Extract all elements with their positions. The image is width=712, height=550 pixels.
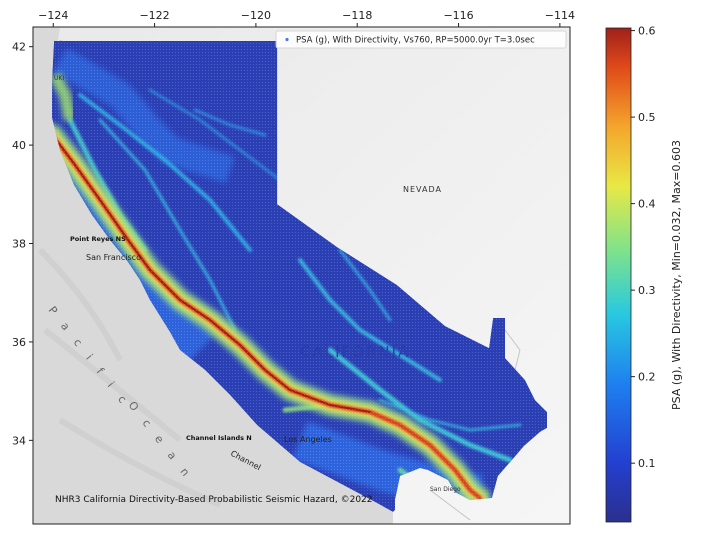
colorbar-tick-label: 0.4	[638, 198, 656, 211]
map-legend: PSA (g), With Directivity, Vs760, RP=500…	[275, 30, 567, 49]
x-tick-label: −118	[342, 9, 372, 22]
colorbar-gradient	[605, 27, 632, 523]
place-point-reyes: Point Reyes NS	[70, 235, 126, 243]
map-credit: NHR3 California Directivity-Based Probab…	[55, 495, 373, 505]
place-san-francisco: San Francisco	[86, 253, 141, 262]
ocean-relief	[37, 247, 222, 508]
y-tick-label: 34	[12, 434, 26, 447]
map-frame	[32, 26, 571, 525]
place-san-diego: San Diego	[430, 486, 461, 493]
x-tick-label: −116	[443, 9, 473, 22]
colorbar-tick-label: 0.2	[638, 371, 656, 384]
x-tick-label: −122	[139, 9, 169, 22]
legend-label: PSA (g), With Directivity, Vs760, RP=500…	[296, 36, 535, 46]
place-channel-islands: Channel Islands N	[186, 434, 252, 442]
y-tick-label: 38	[12, 238, 26, 251]
y-tick-label: 36	[12, 336, 26, 349]
colorbar-tick-label: 0.5	[638, 111, 656, 124]
y-tick-label: 42	[12, 41, 26, 54]
y-axis: 42 40 38 36 34	[12, 41, 33, 447]
y-tick-label: 40	[12, 139, 26, 152]
colorbar-tick-label: 0.1	[638, 457, 656, 470]
place-ukiah: UKI	[54, 75, 64, 82]
colorbar: 0.6 0.5 0.4 0.3 0.2 0.1 PSA (g), With Directi…	[605, 25, 683, 523]
x-axis: −124 −122 −120 −118 −116 −114	[38, 9, 575, 27]
legend-marker	[285, 37, 289, 42]
place-los-angeles: Los Angeles	[284, 435, 332, 444]
colorbar-tick-label: 0.3	[638, 284, 656, 297]
x-tick-label: −124	[38, 9, 68, 22]
colorbar-ticks: 0.6 0.5 0.4 0.3 0.2 0.1	[631, 25, 656, 470]
x-tick-label: −120	[241, 9, 271, 22]
place-nevada: NEVADA	[403, 185, 442, 194]
colorbar-tick-label: 0.6	[638, 25, 656, 38]
x-tick-label: −114	[545, 9, 575, 22]
colorbar-label: PSA (g), With Directivity, Min=0.032, Ma…	[670, 140, 683, 410]
map-panel: UKI Point Reyes NS San Francisco NEVADA …	[33, 27, 570, 524]
basemap-ocean	[33, 27, 393, 524]
place-california: CALIFORNIA	[300, 343, 410, 361]
